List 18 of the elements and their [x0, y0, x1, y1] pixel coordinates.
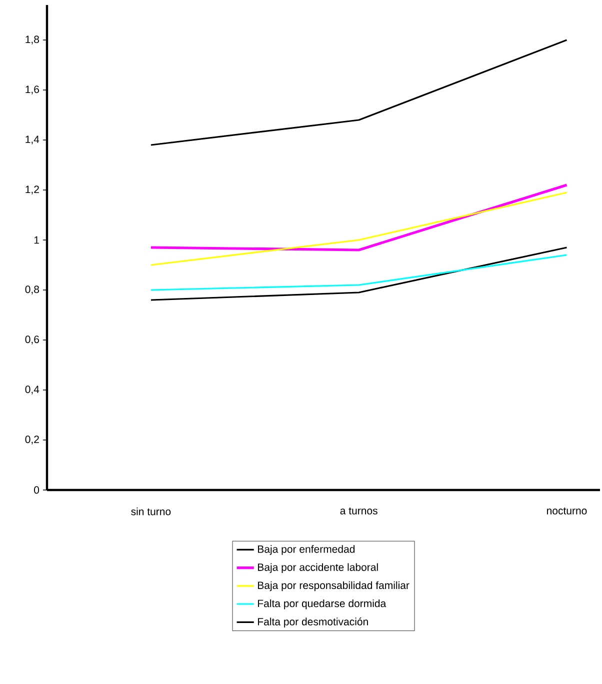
legend-label: Falta por desmotivación [258, 618, 368, 628]
legend-label: Baja por enfermedad [258, 545, 355, 555]
y-tick-label: 1 [34, 236, 39, 244]
x-tick-label: a turnos [340, 508, 378, 514]
y-tick-label: 1,6 [26, 86, 40, 94]
y-tick-label: 1,2 [26, 186, 39, 194]
legend-label: Baja por responsabilidad familiar [258, 581, 410, 592]
y-tick-label: 0,8 [25, 286, 40, 294]
y-tick-label: 0 [34, 486, 40, 494]
x-tick-label: nocturno [547, 508, 587, 514]
y-tick-label: 0,6 [25, 336, 40, 344]
legend-label: Falta por quedarse dormida [258, 599, 386, 610]
y-tick-label: 0,4 [25, 386, 40, 394]
x-tick-label: sin turno [131, 508, 171, 516]
y-tick-label: 0,2 [25, 436, 39, 444]
y-tick-label: 1,8 [26, 36, 40, 44]
y-tick-label: 1,4 [26, 136, 40, 144]
legend-label: Baja por accidente laboral [258, 563, 378, 574]
